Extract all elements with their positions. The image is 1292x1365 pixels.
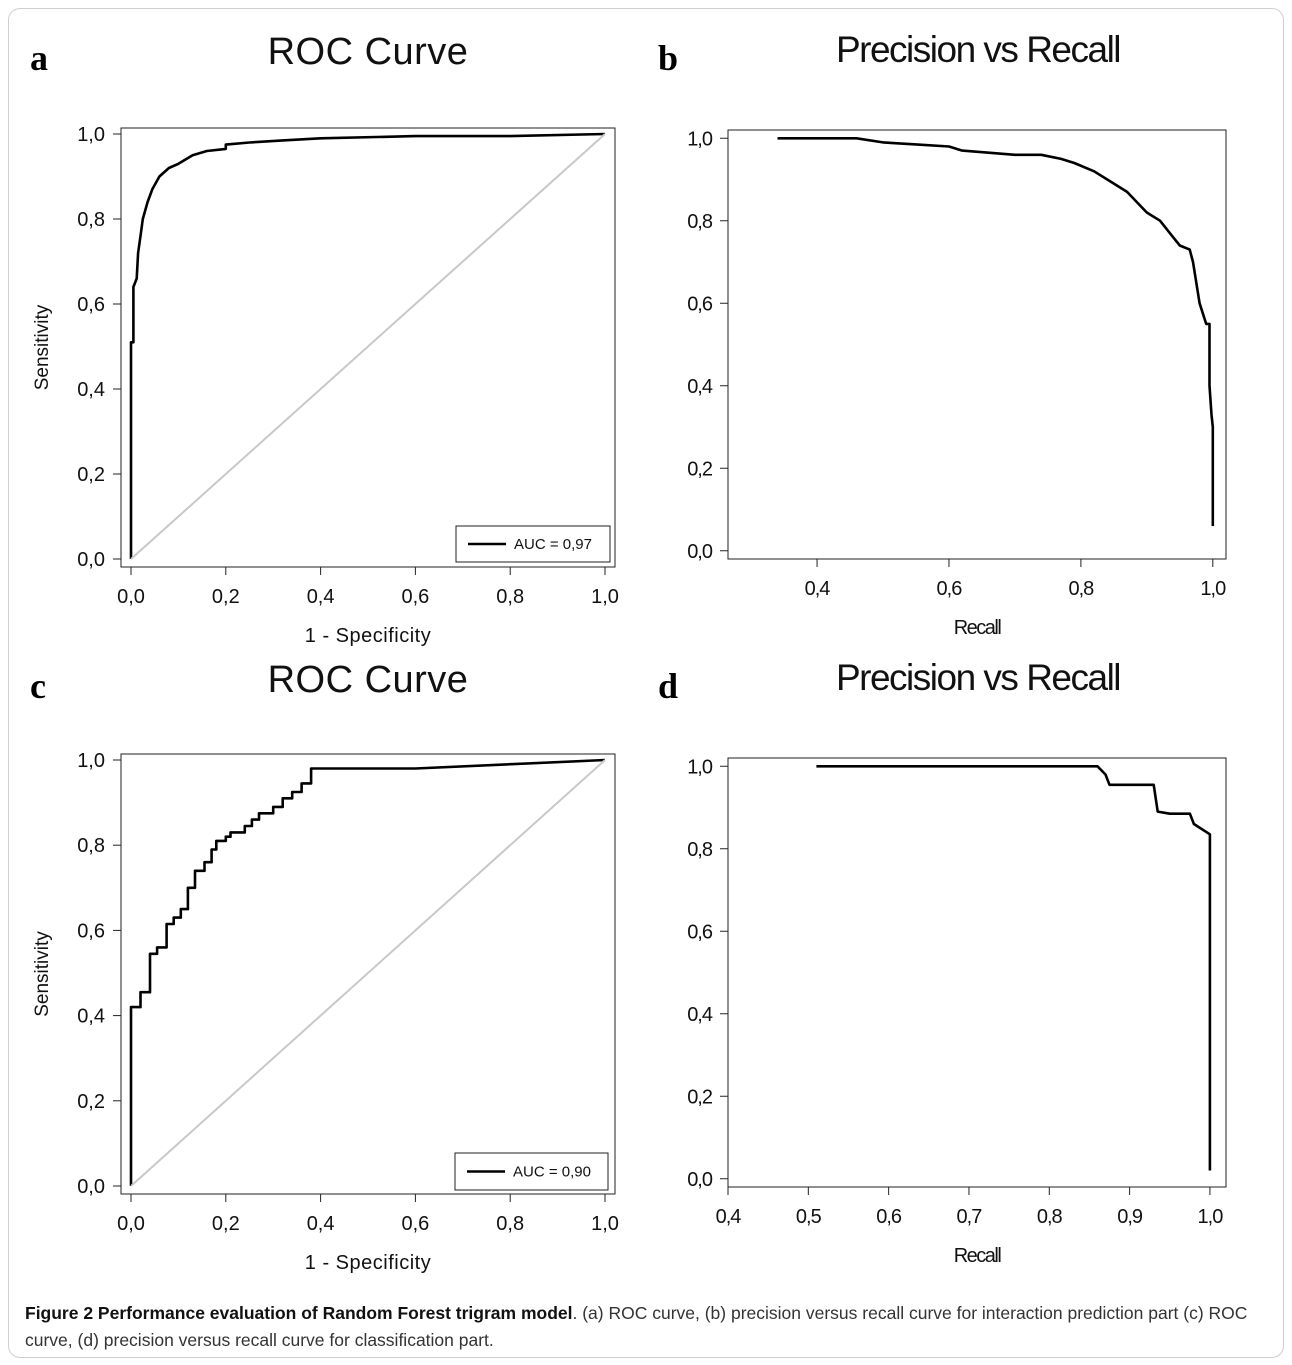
panel-letter: c [30,666,46,706]
x-tick-label: 0,4 [307,1213,335,1235]
chart-panel-c: c ROC Curve 0,0 0,2 0,4 0,6 0,8 1,0 0,0 0,2 0,4 0,6… [30,659,619,1274]
legend-label: AUC = 0,97 [514,536,592,553]
x-axis-label: Recall [954,617,1002,639]
y-tick-label: 0,6 [77,920,105,942]
caption-text: . (a) ROC curve, (b) precision versus re… [25,1303,1248,1350]
y-axis-label: Sensitivity [32,304,53,390]
x-tick-label: 1,0 [1200,578,1226,600]
pr-series-line [777,137,1215,526]
y-tick-label: 0,0 [77,549,105,571]
chart-panel-a: a ROC Curve 0,0 0,2 0,4 0,6 0,8 1,0 0,0 0,2 0,4 0,6… [30,31,619,647]
pr-series-line [816,765,1212,1171]
y-tick-label: 0,6 [687,293,713,315]
y-tick-label: 0,0 [77,1176,105,1198]
x-tick-label: 1,0 [591,586,619,608]
chart-panel-b: b Precision vs Recall 0,4 0,6 0,8 1,0 0,0 0,2 0,… [658,29,1227,639]
x-tick-label: 1,0 [1198,1206,1224,1228]
x-tick-label: 0,8 [1068,578,1094,600]
figure-frame [8,8,1284,1358]
x-tick-label: 0,9 [1117,1206,1143,1228]
chart-title: ROC Curve [268,659,469,701]
x-axis-label: 1 - Specificity [305,1252,431,1274]
y-tick-label: 0,8 [687,211,713,233]
chart-title: ROC Curve [268,31,469,73]
x-tick-label: 0,0 [117,1213,145,1235]
reference-diagonal-line [130,759,606,1187]
x-tick-label: 0,5 [796,1206,822,1228]
x-tick-label: 0,2 [212,586,240,608]
y-tick-label: 0,2 [687,1086,713,1108]
figure-caption: Figure 2 Performance evaluation of Rando… [25,1300,1275,1354]
y-tick-label: 0,4 [687,376,713,398]
y-tick-label: 0,0 [687,1169,713,1191]
reference-diagonal-line [130,133,606,560]
x-tick-label: 0,7 [957,1206,983,1228]
x-axis-label: 1 - Specificity [305,625,431,647]
chart-title: Precision vs Recall [836,657,1120,698]
legend: AUC = 0,90 [454,1152,609,1191]
roc-series-line [129,132,606,559]
y-tick-label: 1,0 [687,756,713,778]
x-tick-label: 1,0 [591,1213,619,1235]
y-tick-label: 0,8 [77,835,105,857]
roc-series-line [129,758,606,1186]
y-tick-label: 0,6 [687,921,713,943]
x-tick-label: 0,8 [496,1213,524,1235]
panel-letter: b [658,38,678,78]
y-tick-label: 0,8 [687,839,713,861]
y-tick-label: 0,4 [77,1006,105,1028]
y-tick-label: 0,4 [77,379,105,401]
x-axis-label: Recall [954,1245,1002,1267]
x-tick-label: 0,6 [937,578,963,600]
x-tick-label: 0,4 [716,1206,742,1228]
y-tick-label: 1,0 [77,124,105,146]
x-tick-label: 0,2 [212,1213,240,1235]
y-tick-label: 0,2 [687,458,713,480]
y-tick-label: 0,0 [687,541,713,563]
x-tick-label: 0,0 [117,586,145,608]
y-tick-label: 0,6 [77,294,105,316]
y-tick-label: 0,2 [77,464,105,486]
y-axis-label: Sensitivity [32,931,53,1017]
x-tick-label: 0,4 [805,578,831,600]
x-tick-label: 0,6 [876,1206,902,1228]
legend-box [455,525,611,563]
legend-label: AUC = 0,90 [513,1164,591,1181]
figure-svg: a ROC Curve 0,0 0,2 0,4 0,6 0,8 1,0 0,0 0,2 0,4 0,6… [30,29,1227,1274]
y-tick-label: 1,0 [77,750,105,772]
x-tick-label: 0,4 [307,586,335,608]
y-tick-label: 0,8 [77,209,105,231]
chart-title: Precision vs Recall [836,29,1120,70]
legend: AUC = 0,97 [455,525,611,563]
plot-frame [727,129,1227,560]
panel-letter: a [30,38,48,78]
y-tick-label: 0,2 [77,1091,105,1113]
plot-frame [120,127,616,568]
chart-panel-d: d Precision vs Recall 0,4 0,5 0,6 0,7 0,8 0,9 1,… [658,657,1227,1267]
plot-frame [120,753,616,1195]
panel-letter: d [658,666,678,706]
x-tick-label: 0,8 [496,586,524,608]
plot-frame [727,757,1227,1188]
caption-bold: Figure 2 Performance evaluation of Rando… [25,1303,573,1323]
x-tick-label: 0,6 [401,1213,429,1235]
y-tick-label: 0,4 [687,1004,713,1026]
y-tick-label: 1,0 [687,128,713,150]
x-tick-label: 0,8 [1037,1206,1063,1228]
x-tick-label: 0,6 [401,586,429,608]
